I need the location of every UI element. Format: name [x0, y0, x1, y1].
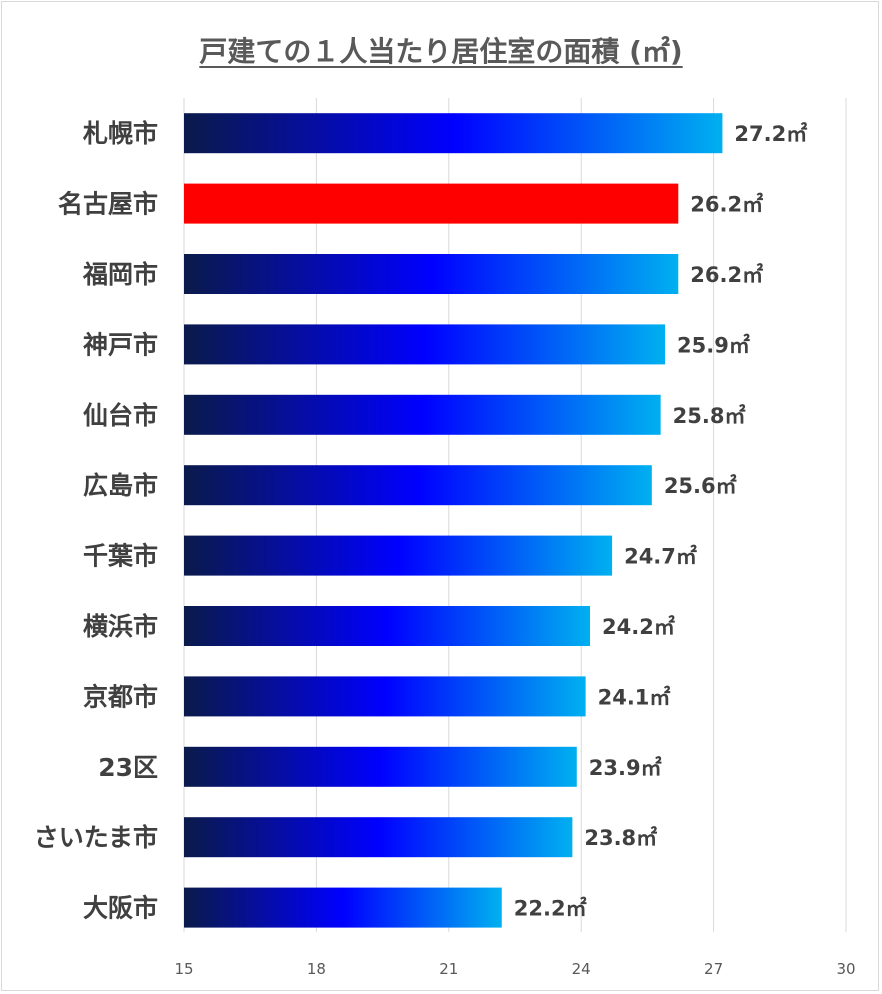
category-label: 名古屋市 — [58, 190, 158, 219]
value-label: 24.1㎡ — [598, 685, 671, 709]
category-label: さいたま市 — [34, 823, 158, 852]
bar-3 — [184, 254, 679, 294]
gridlines — [183, 98, 847, 932]
category-label: 横浜市 — [83, 612, 158, 641]
x-axis-tick-labels: 15 18 21 24 27 30 — [174, 960, 855, 978]
x-tick-label: 30 — [836, 960, 855, 978]
value-label: 23.8㎡ — [584, 826, 657, 850]
value-label: 25.8㎡ — [673, 404, 746, 428]
bar-5 — [184, 394, 661, 435]
x-tick-label: 24 — [572, 960, 591, 978]
bars — [184, 113, 723, 928]
category-label: 福岡市 — [82, 260, 158, 289]
x-tick-label: 15 — [174, 960, 193, 978]
category-label: 23区 — [98, 753, 158, 782]
value-label: 26.2㎡ — [690, 193, 763, 217]
x-tick-label: 27 — [704, 960, 723, 978]
bar-10 — [184, 746, 577, 787]
value-labels: 27.2㎡ 26.2㎡ 26.2㎡ 25.9㎡ 25.8㎡ 25.6㎡ 24.7㎡ 24.2㎡… — [514, 122, 807, 920]
category-label: 京都市 — [83, 682, 158, 711]
bar-11 — [184, 817, 573, 858]
category-label: 神戸市 — [83, 330, 158, 359]
bar-9 — [184, 676, 586, 717]
category-label: 札幌市 — [82, 119, 158, 148]
bar-8 — [184, 606, 591, 646]
value-label: 23.9㎡ — [589, 756, 662, 780]
bar-12 — [184, 887, 502, 928]
value-label: 27.2㎡ — [734, 122, 807, 146]
value-label: 26.2㎡ — [690, 263, 763, 287]
category-label: 広島市 — [83, 471, 158, 500]
chart-title: 戸建ての１人当たり居住室の面積 (㎡) — [199, 35, 683, 68]
bar-6 — [184, 465, 652, 506]
x-tick-label: 21 — [439, 960, 458, 978]
value-label: 24.7㎡ — [624, 545, 697, 569]
value-label: 24.2㎡ — [602, 615, 675, 639]
value-label: 25.6㎡ — [664, 474, 737, 498]
bar-4 — [184, 324, 666, 365]
category-label: 千葉市 — [83, 542, 158, 571]
value-label: 22.2㎡ — [514, 897, 587, 921]
category-label: 仙台市 — [83, 401, 158, 430]
bar-7 — [184, 535, 613, 576]
x-tick-label: 18 — [307, 960, 326, 978]
bar-1 — [184, 113, 723, 154]
bar-2 — [184, 183, 679, 224]
category-label: 大阪市 — [83, 894, 158, 923]
value-label: 25.9㎡ — [677, 333, 750, 357]
